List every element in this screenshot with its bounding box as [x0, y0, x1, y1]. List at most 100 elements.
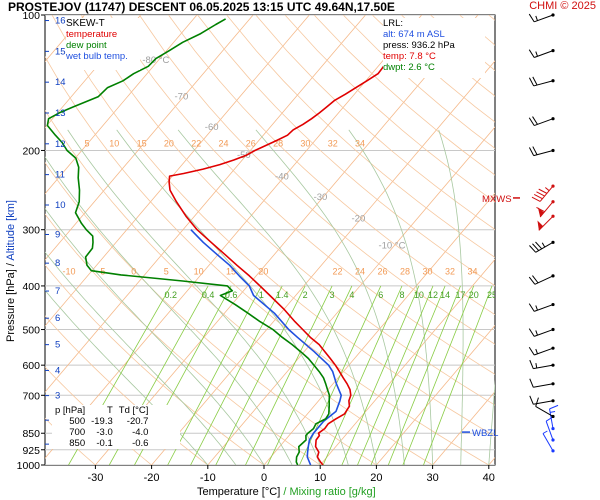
- y-axis-label-sep: /: [5, 263, 17, 267]
- mixing-ratio-label: 0.4: [202, 290, 215, 300]
- wind-barb-flag: [532, 146, 538, 155]
- wind-barb-half: [550, 410, 556, 413]
- mixing-ratio-label: 0.6: [225, 290, 238, 300]
- wind-barb-dot: [551, 148, 555, 153]
- wind-barb-flag: [536, 191, 545, 197]
- table-cell: 700: [69, 427, 86, 438]
- wind-barb-dot: [551, 79, 555, 83]
- wind-barb-dot: [551, 382, 555, 386]
- pressure-tick-label: 200: [22, 145, 40, 157]
- pressure-tick-label: 300: [22, 225, 40, 237]
- mixing-ratio-line: [423, 285, 493, 465]
- isotherm-line: [376, 324, 495, 465]
- dry-adiabat-line: [45, 213, 321, 465]
- wind-barb: [536, 200, 555, 218]
- wind-barb-flag: [529, 395, 534, 405]
- wind-barb-half: [535, 15, 538, 21]
- wind-barb-dot: [551, 363, 555, 367]
- wind-barb-flag: [536, 206, 545, 213]
- pressure-tick-label: 850: [22, 428, 40, 440]
- wind-barb-half: [541, 242, 546, 248]
- mixing-ratio-label: 3: [330, 290, 335, 300]
- wind-barb: [528, 274, 555, 285]
- wind-barb: [535, 397, 555, 419]
- wetbulb-scale-label: 24: [355, 266, 365, 276]
- wetbulb-scale-label: 34: [355, 138, 365, 148]
- temperature-tick-label: 30: [426, 472, 438, 484]
- wind-barb-flag: [532, 243, 540, 251]
- lrl-dwpt: dwpt: 2.6 °C: [383, 62, 435, 73]
- lrl-press: press: 936.2 hPa: [383, 40, 455, 51]
- wind-barb-flag: [528, 346, 535, 356]
- wetbulb-scale-label: 32: [445, 266, 455, 276]
- temperature-tick-label: 40: [483, 472, 495, 484]
- isotherm-line: [45, 15, 254, 261]
- wind-barb-flag: [532, 116, 538, 125]
- isotherm-line: [45, 15, 366, 393]
- mixing-ratio-line: [357, 285, 434, 465]
- table-header: Td [°C]: [118, 405, 149, 416]
- wind-barb-half: [535, 305, 538, 311]
- wind-barb-staff: [534, 50, 554, 58]
- mixing-ratio-label: 25: [487, 290, 497, 300]
- wind-barb: [529, 378, 555, 388]
- dry-adiabat-line: [284, 15, 495, 203]
- isotherm-line: [95, 15, 479, 465]
- wind-barb: [528, 49, 555, 58]
- isotherm-line: [45, 15, 310, 327]
- lrl-box: LRL: alt: 674 m ASL press: 936.2 hPa tem…: [383, 18, 485, 78]
- moist-adiabat-line: [67, 129, 321, 465]
- mixing-ratio-line: [267, 285, 353, 465]
- lrl-alt: alt: 674 m ASL: [383, 29, 445, 40]
- wind-barb-half: [542, 430, 548, 434]
- wind-barb-flag: [528, 117, 535, 126]
- isotherm-label: -60: [205, 122, 219, 133]
- moist-adiabat-line: [45, 251, 237, 465]
- wind-barb-flag: [529, 245, 537, 253]
- x-axis-label-temperature: Temperature [°C]: [197, 486, 281, 498]
- altitude-tick-label: 9: [55, 229, 60, 240]
- wind-barb-flag: [535, 397, 539, 407]
- wind-barb-flag: [528, 328, 535, 337]
- altitude-tick-label: 11: [55, 170, 65, 181]
- wetbulb-scale-label: 20: [258, 266, 268, 276]
- wind-barb-flag: [535, 241, 543, 250]
- wind-barb-staff: [549, 408, 554, 429]
- wind-barb: [528, 76, 555, 87]
- wind-barb: [528, 302, 555, 312]
- table-row: 850 -0.1 -0.6: [52, 438, 151, 449]
- dry-adiabat-line: [168, 15, 495, 316]
- wind-barb: [542, 430, 555, 453]
- wind-barb: [528, 327, 555, 337]
- wind-barb: [529, 359, 555, 370]
- legend-heading: SKEW-T: [66, 18, 105, 29]
- x-axis-label: Temperature [°C] / Mixing ratio [g/kg]: [197, 486, 376, 498]
- wind-barb-pennant: [537, 207, 545, 218]
- wind-barb-flag: [528, 13, 535, 23]
- table-header-row: p [hPa] T Td [°C]: [52, 405, 151, 416]
- pressure-tick-label: 1000: [17, 460, 41, 472]
- wind-barb-dot: [551, 214, 555, 218]
- plot-area: [44, 14, 496, 466]
- wetbulb-scale-label: 26: [377, 266, 387, 276]
- series-dewpoint: [46, 18, 331, 465]
- isotherm-label: -30: [314, 192, 328, 203]
- isotherm-label: -70: [175, 91, 189, 102]
- wind-barb-flag: [529, 359, 534, 369]
- temperature-tick-label: -10: [200, 472, 216, 484]
- wind-barb-half: [535, 348, 538, 354]
- x-axis-label-sep: /: [283, 486, 287, 498]
- wind-barb-staff: [545, 421, 554, 441]
- wind-barb: [528, 116, 555, 127]
- legend-item-wetbulb: wet bulb temp.: [66, 51, 128, 62]
- altitude-tick-label: 7: [55, 286, 60, 297]
- wind-barb-flag: [532, 275, 539, 284]
- wetbulb-scale-label: 22: [191, 138, 201, 148]
- dry-adiabat-line: [45, 109, 433, 465]
- mixing-ratio-line: [322, 285, 403, 465]
- moist-adiabat-line: [177, 129, 377, 465]
- mixing-ratio-label: 10: [414, 290, 424, 300]
- wind-barb-pennant: [537, 220, 544, 231]
- wind-barb-dot: [551, 449, 555, 453]
